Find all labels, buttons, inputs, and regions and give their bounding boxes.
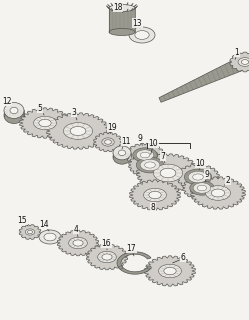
Ellipse shape <box>241 60 249 64</box>
Ellipse shape <box>159 264 182 278</box>
Ellipse shape <box>164 268 176 275</box>
Ellipse shape <box>211 189 225 197</box>
Ellipse shape <box>44 233 56 241</box>
Polygon shape <box>86 244 128 270</box>
Ellipse shape <box>119 150 125 156</box>
Ellipse shape <box>136 157 164 173</box>
Ellipse shape <box>113 146 131 160</box>
Ellipse shape <box>34 116 57 130</box>
Text: 5: 5 <box>38 103 42 113</box>
Ellipse shape <box>119 266 123 269</box>
Text: 4: 4 <box>73 225 78 234</box>
Polygon shape <box>145 256 195 286</box>
Polygon shape <box>183 176 221 200</box>
Ellipse shape <box>27 230 33 234</box>
Ellipse shape <box>197 185 207 191</box>
Polygon shape <box>4 110 24 116</box>
Text: 2: 2 <box>226 175 230 185</box>
Polygon shape <box>117 252 151 274</box>
Text: 6: 6 <box>181 252 186 261</box>
Ellipse shape <box>129 27 155 43</box>
Ellipse shape <box>102 138 114 146</box>
Text: 12: 12 <box>2 97 12 106</box>
Polygon shape <box>190 177 246 209</box>
Ellipse shape <box>105 140 111 144</box>
Ellipse shape <box>39 119 51 127</box>
Polygon shape <box>57 230 99 256</box>
Polygon shape <box>230 52 249 72</box>
Ellipse shape <box>113 150 131 164</box>
Text: 8: 8 <box>151 203 155 212</box>
Ellipse shape <box>4 108 24 124</box>
Text: 10: 10 <box>148 139 158 148</box>
Polygon shape <box>159 56 248 102</box>
Ellipse shape <box>193 183 211 193</box>
Ellipse shape <box>160 168 176 178</box>
Ellipse shape <box>109 4 135 12</box>
Ellipse shape <box>109 28 135 36</box>
Text: 18: 18 <box>113 3 123 12</box>
Polygon shape <box>125 143 164 167</box>
Ellipse shape <box>39 230 61 244</box>
Text: 9: 9 <box>205 170 209 179</box>
Polygon shape <box>94 132 123 152</box>
Ellipse shape <box>153 164 183 182</box>
Text: 13: 13 <box>132 19 142 28</box>
Polygon shape <box>129 180 181 210</box>
Text: 1: 1 <box>235 47 239 57</box>
Text: 11: 11 <box>121 137 131 146</box>
Text: 10: 10 <box>195 158 205 167</box>
Text: 19: 19 <box>107 123 117 132</box>
Text: 9: 9 <box>137 133 142 142</box>
Ellipse shape <box>190 181 214 195</box>
Ellipse shape <box>73 240 83 246</box>
Polygon shape <box>19 225 41 239</box>
Text: 17: 17 <box>126 244 136 252</box>
Ellipse shape <box>188 171 208 183</box>
Ellipse shape <box>102 254 112 260</box>
Ellipse shape <box>136 150 154 160</box>
Ellipse shape <box>10 107 18 114</box>
Ellipse shape <box>147 266 151 269</box>
Ellipse shape <box>140 152 150 158</box>
Ellipse shape <box>193 174 203 180</box>
Polygon shape <box>20 108 70 138</box>
Ellipse shape <box>69 237 87 249</box>
Ellipse shape <box>238 58 249 66</box>
Ellipse shape <box>135 31 149 39</box>
Polygon shape <box>177 164 219 190</box>
Ellipse shape <box>144 188 166 202</box>
Text: 14: 14 <box>39 220 49 228</box>
Polygon shape <box>128 152 171 178</box>
Ellipse shape <box>149 191 161 199</box>
Ellipse shape <box>140 159 160 171</box>
Polygon shape <box>113 153 131 157</box>
Text: 15: 15 <box>17 215 27 225</box>
Text: 3: 3 <box>71 108 76 116</box>
Ellipse shape <box>205 186 231 200</box>
Ellipse shape <box>145 162 155 168</box>
Text: 16: 16 <box>101 238 111 247</box>
Ellipse shape <box>63 123 93 139</box>
Ellipse shape <box>133 148 157 162</box>
Polygon shape <box>109 8 135 32</box>
Polygon shape <box>136 154 199 192</box>
Ellipse shape <box>4 102 24 118</box>
Ellipse shape <box>70 126 86 135</box>
Polygon shape <box>47 113 110 149</box>
Ellipse shape <box>184 169 212 185</box>
Text: 7: 7 <box>161 151 165 161</box>
Ellipse shape <box>98 251 116 263</box>
Ellipse shape <box>25 229 35 235</box>
